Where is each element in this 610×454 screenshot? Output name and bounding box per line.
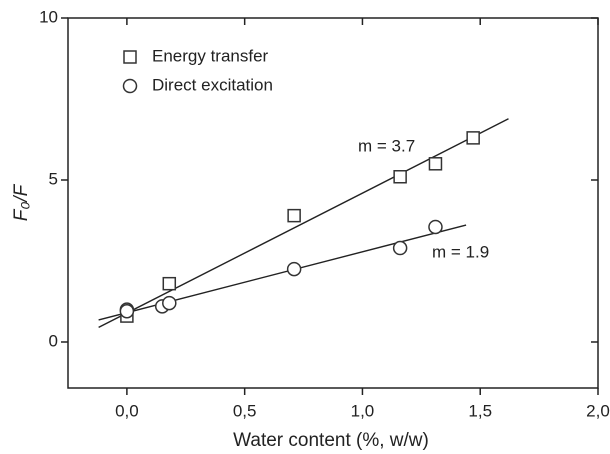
y-axis-label: F₀/F [11, 183, 32, 221]
x-tick-label: 1,0 [351, 401, 375, 420]
legend-label: Direct excitation [152, 75, 273, 94]
data-point [392, 240, 408, 256]
legend-marker [123, 50, 137, 64]
x-tick-label: 0,5 [233, 401, 257, 420]
y-tick-label: 10 [39, 7, 58, 26]
data-point [162, 276, 177, 291]
fit-line [98, 224, 467, 321]
y-tick-label: 0 [49, 331, 58, 350]
annotation: m = 3.7 [358, 136, 415, 155]
data-point [286, 261, 302, 277]
x-axis-label: Water content (%, w/w) [233, 430, 429, 451]
legend-label: Energy transfer [152, 46, 269, 65]
annotation: m = 1.9 [432, 242, 489, 261]
y-tick-label: 5 [49, 169, 58, 188]
data-point [466, 131, 480, 145]
x-tick-label: 0,0 [115, 401, 139, 420]
x-tick-label: 1,5 [468, 401, 492, 420]
x-tick-label: 2,0 [586, 401, 610, 420]
legend-marker [122, 78, 138, 94]
data-point [287, 208, 301, 223]
fit-line [98, 118, 509, 329]
data-point [428, 157, 443, 171]
data-point [428, 219, 443, 235]
data-point [119, 303, 135, 319]
data-point [393, 170, 407, 184]
plot-frame [67, 17, 599, 389]
data-point [162, 295, 177, 311]
